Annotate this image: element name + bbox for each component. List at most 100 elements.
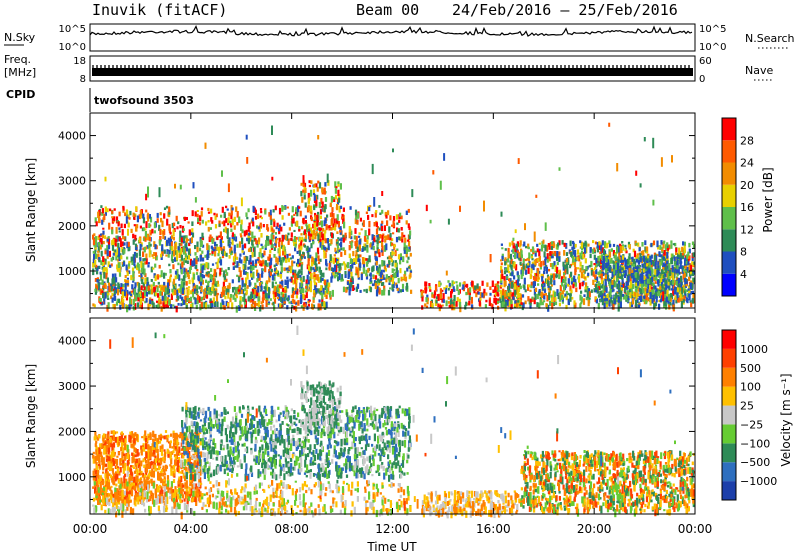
- data-cell: [386, 220, 389, 226]
- data-cell: [556, 261, 559, 266]
- data-cell: [313, 221, 316, 224]
- data-cell: [190, 290, 193, 295]
- data-cell: [550, 246, 553, 250]
- data-cell: [587, 288, 590, 292]
- data-cell: [305, 222, 308, 227]
- data-cell: [293, 213, 296, 216]
- data-cell: [372, 241, 375, 246]
- data-cell: [661, 284, 664, 289]
- data-cell: [348, 271, 351, 278]
- data-cell: [662, 275, 665, 279]
- data-cell: [334, 181, 337, 188]
- data-cell: [506, 299, 509, 306]
- data-cell: [301, 226, 304, 230]
- data-cell: [231, 207, 234, 211]
- data-cell: [318, 202, 321, 208]
- data-cell: [280, 296, 283, 303]
- data-cell: [392, 260, 395, 263]
- data-cell: [504, 301, 507, 308]
- data-cell: [253, 289, 257, 295]
- data-cell: [290, 221, 293, 227]
- data-cell: [250, 273, 253, 278]
- data-cell: [114, 252, 117, 257]
- data-cell: [606, 293, 609, 301]
- data-cell: [302, 293, 305, 299]
- data-cell: [399, 212, 402, 217]
- data-cell: [214, 224, 218, 229]
- data-cell: [567, 301, 570, 306]
- data-cell: [594, 267, 597, 271]
- data-cell: [594, 289, 598, 293]
- data-cell: [321, 187, 324, 193]
- data-cell: [664, 296, 667, 302]
- data-cell: [513, 303, 517, 307]
- data-cell: [452, 281, 455, 284]
- data-cell: [110, 285, 113, 292]
- data-cell: [555, 273, 558, 279]
- data-cell: [664, 273, 667, 277]
- data-cell: [424, 303, 427, 307]
- data-cell: [356, 212, 360, 219]
- data-cell: [294, 269, 297, 277]
- data-cell: [614, 269, 617, 276]
- data-cell: [122, 447, 125, 455]
- data-cell: [293, 299, 296, 305]
- data-cell: [601, 240, 604, 246]
- data-cell: [626, 258, 629, 265]
- data-cell: [520, 269, 523, 275]
- data-cell: [118, 227, 121, 230]
- data-cell: [618, 291, 621, 294]
- data-cell: [630, 271, 633, 278]
- data-cell: [344, 232, 347, 238]
- data-cell: [319, 229, 322, 233]
- data-cell: [624, 273, 627, 278]
- data-cell: [523, 241, 526, 246]
- data-cell: [546, 245, 549, 252]
- data-cell: [387, 289, 391, 296]
- data-cell: [187, 248, 191, 255]
- data-cell: [241, 288, 245, 293]
- data-cell: [97, 250, 100, 253]
- data-cell: [198, 296, 201, 303]
- data-cell: [256, 303, 259, 306]
- data-cell: [629, 281, 632, 285]
- data-cell: [513, 264, 516, 269]
- data-cell: [397, 277, 400, 284]
- data-cell: [409, 270, 413, 273]
- data-cell: [652, 283, 655, 287]
- data-cell: [664, 255, 667, 260]
- data-cell: [239, 233, 242, 236]
- data-cell: [543, 287, 546, 290]
- data-cell: [129, 499, 132, 503]
- data-cell: [690, 264, 693, 271]
- data-cell: [310, 230, 314, 237]
- data-cell: [604, 272, 607, 276]
- data-cell: [174, 289, 177, 296]
- data-cell: [600, 247, 603, 254]
- data-cell: [605, 268, 608, 274]
- data-cell: [572, 242, 575, 250]
- data-cell: [581, 242, 584, 245]
- data-cell: [94, 278, 97, 282]
- data-cell: [98, 216, 101, 223]
- data-cell: [216, 246, 219, 251]
- data-cell: [639, 257, 642, 263]
- data-cell: [443, 287, 446, 290]
- data-cell: [593, 263, 596, 266]
- data-cell: [293, 240, 296, 246]
- data-cell: [664, 263, 667, 271]
- data-cell: [602, 248, 606, 256]
- data-cell: [551, 302, 554, 310]
- data-cell: [675, 287, 678, 291]
- data-cell: [369, 243, 372, 248]
- data-cell: [691, 241, 695, 245]
- data-cell: [195, 272, 199, 275]
- data-cell: [179, 285, 182, 292]
- data-cell: [519, 304, 522, 309]
- data-cell: [300, 255, 303, 260]
- data-cell: [656, 289, 659, 293]
- data-cell: [527, 284, 530, 288]
- data-cell: [231, 218, 234, 226]
- data-cell: [611, 284, 614, 289]
- data-cell: [338, 205, 341, 213]
